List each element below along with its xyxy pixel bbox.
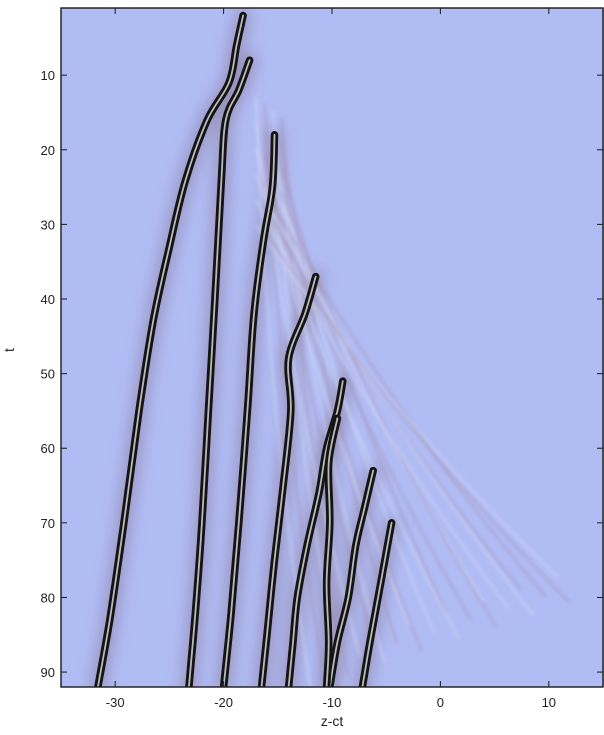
soliton-track-highlight-8: [361, 521, 393, 687]
y-tick-label: 40: [41, 292, 55, 307]
heatmap-field: [89, 8, 572, 687]
soliton-track-highlight-6: [328, 469, 375, 687]
x-axis: -30 -20 -10 0 10: [106, 8, 556, 710]
x-tick-label: 0: [437, 695, 444, 710]
ripple-band-21: [255, 224, 559, 579]
y-tick-label: 30: [41, 217, 55, 232]
y-tick-label: 10: [41, 68, 55, 83]
y-axis: 10 20 30 40 50 60 70 80 90: [41, 68, 603, 680]
soliton-track-highlight-2: [188, 59, 251, 687]
x-tick-label: -30: [106, 695, 125, 710]
dispersive-ripple-layer: [255, 97, 572, 687]
y-tick-label: 20: [41, 143, 55, 158]
y-tick-label: 60: [41, 441, 55, 456]
soliton-track-layer: [94, 11, 396, 687]
soliton-track-highlight-1: [97, 14, 244, 687]
ripple-band-16: [281, 193, 498, 628]
ripple-band-19: [272, 212, 535, 617]
ripple-band-5: [255, 122, 361, 657]
soliton-track-highlight-7: [325, 417, 339, 687]
ripple-band-22: [263, 231, 572, 605]
x-tick-label: -20: [214, 695, 233, 710]
soliton-track-highlight-4: [260, 275, 317, 687]
y-tick-label: 90: [41, 665, 55, 680]
x-axis-title: z-ct: [321, 713, 344, 729]
ripple-band-17: [255, 199, 510, 610]
ripple-band-13: [255, 173, 460, 640]
ripple-band-3: [272, 110, 337, 650]
y-tick-label: 70: [41, 516, 55, 531]
soliton-track-highlight-3: [222, 133, 276, 687]
ripple-band-4: [281, 116, 349, 676]
y-axis-title: t: [1, 348, 17, 352]
x-tick-label: -10: [323, 695, 342, 710]
soliton-track-highlight-5: [287, 380, 344, 687]
x-tick-label: 10: [542, 695, 556, 710]
y-tick-label: 50: [41, 367, 55, 382]
y-tick-label: 80: [41, 590, 55, 605]
